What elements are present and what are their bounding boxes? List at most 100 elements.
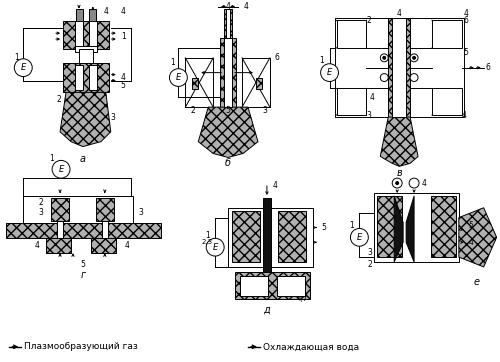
- Text: 1: 1: [349, 221, 354, 230]
- Bar: [242, 58, 270, 107]
- Text: в: в: [396, 168, 402, 178]
- Text: 6: 6: [464, 16, 468, 25]
- Bar: [378, 196, 402, 257]
- Circle shape: [170, 69, 188, 87]
- Text: 4: 4: [120, 73, 126, 82]
- Bar: [63, 63, 109, 92]
- Text: E: E: [58, 165, 64, 174]
- Text: Охлаждающая вода: Охлаждающая вода: [263, 342, 359, 351]
- Circle shape: [396, 182, 398, 185]
- Bar: [334, 18, 464, 117]
- Circle shape: [410, 73, 418, 81]
- Bar: [192, 77, 198, 89]
- Bar: [91, 238, 116, 253]
- Text: 4: 4: [272, 181, 278, 190]
- Text: 3: 3: [138, 208, 143, 217]
- Circle shape: [380, 73, 388, 81]
- Text: 2: 2: [56, 95, 61, 104]
- Bar: [89, 65, 97, 90]
- Text: 2: 2: [368, 260, 372, 269]
- Bar: [374, 193, 459, 262]
- Text: 1: 1: [120, 31, 126, 41]
- Polygon shape: [60, 92, 111, 147]
- Text: E: E: [357, 233, 362, 242]
- Polygon shape: [394, 196, 403, 262]
- Bar: [89, 9, 96, 23]
- Bar: [431, 196, 456, 257]
- Text: 3: 3: [262, 106, 268, 115]
- Bar: [89, 21, 97, 49]
- Bar: [186, 58, 213, 107]
- Polygon shape: [198, 107, 258, 157]
- Bar: [277, 276, 304, 295]
- Circle shape: [410, 54, 418, 62]
- Text: д: д: [264, 304, 270, 314]
- Bar: [432, 88, 462, 115]
- Text: 2: 2: [190, 106, 195, 115]
- Bar: [6, 223, 160, 238]
- Text: 6: 6: [275, 53, 280, 62]
- Bar: [256, 77, 262, 89]
- Bar: [75, 65, 83, 90]
- Bar: [235, 272, 310, 299]
- Text: 1: 1: [170, 58, 175, 67]
- Text: 4: 4: [422, 178, 426, 188]
- Text: 2,3: 2,3: [201, 239, 212, 245]
- Text: 3: 3: [368, 248, 372, 257]
- Circle shape: [409, 178, 419, 188]
- Text: е: е: [474, 277, 480, 287]
- Polygon shape: [459, 208, 496, 267]
- Text: 4: 4: [104, 7, 108, 16]
- Bar: [224, 9, 232, 38]
- Text: 4: 4: [34, 241, 39, 250]
- Circle shape: [206, 238, 224, 256]
- Circle shape: [320, 64, 338, 81]
- Bar: [220, 38, 236, 107]
- Text: 2: 2: [367, 16, 372, 25]
- Text: 3: 3: [111, 113, 116, 122]
- Bar: [432, 20, 462, 48]
- Polygon shape: [380, 117, 418, 166]
- Circle shape: [383, 56, 386, 59]
- Text: 1: 1: [319, 56, 324, 65]
- Text: 5: 5: [464, 49, 468, 58]
- Bar: [102, 220, 108, 238]
- Circle shape: [392, 178, 402, 188]
- Text: 5: 5: [322, 223, 326, 232]
- Text: E: E: [327, 68, 332, 77]
- Text: 2: 2: [38, 198, 43, 207]
- Text: 1: 1: [14, 53, 18, 62]
- Circle shape: [14, 59, 32, 77]
- Text: 1: 1: [205, 231, 210, 240]
- Text: E: E: [176, 73, 181, 82]
- Bar: [79, 49, 93, 63]
- Text: 1: 1: [48, 154, 54, 163]
- Text: г: г: [80, 270, 86, 280]
- Text: 4,7: 4,7: [296, 296, 308, 303]
- Bar: [388, 18, 410, 117]
- Bar: [336, 88, 366, 115]
- Text: 5: 5: [226, 106, 230, 115]
- Text: 6: 6: [486, 63, 490, 72]
- Text: 4: 4: [469, 238, 474, 247]
- Text: 5: 5: [469, 221, 474, 230]
- Text: б: б: [225, 158, 231, 168]
- Bar: [75, 46, 97, 52]
- Text: а: а: [80, 155, 86, 164]
- Bar: [336, 20, 366, 48]
- Text: 5: 5: [80, 260, 86, 269]
- Text: 4: 4: [462, 110, 466, 119]
- Circle shape: [52, 160, 70, 178]
- Text: 5: 5: [120, 81, 126, 90]
- Bar: [232, 211, 260, 262]
- Bar: [224, 38, 232, 107]
- Text: 4: 4: [226, 2, 230, 11]
- Text: E: E: [212, 243, 218, 252]
- Bar: [46, 238, 71, 253]
- Text: Плазмообразующий газ: Плазмообразующий газ: [24, 342, 138, 351]
- Bar: [263, 198, 271, 272]
- Bar: [226, 9, 230, 38]
- Bar: [75, 21, 83, 49]
- Bar: [63, 21, 109, 49]
- Text: 4: 4: [396, 9, 402, 18]
